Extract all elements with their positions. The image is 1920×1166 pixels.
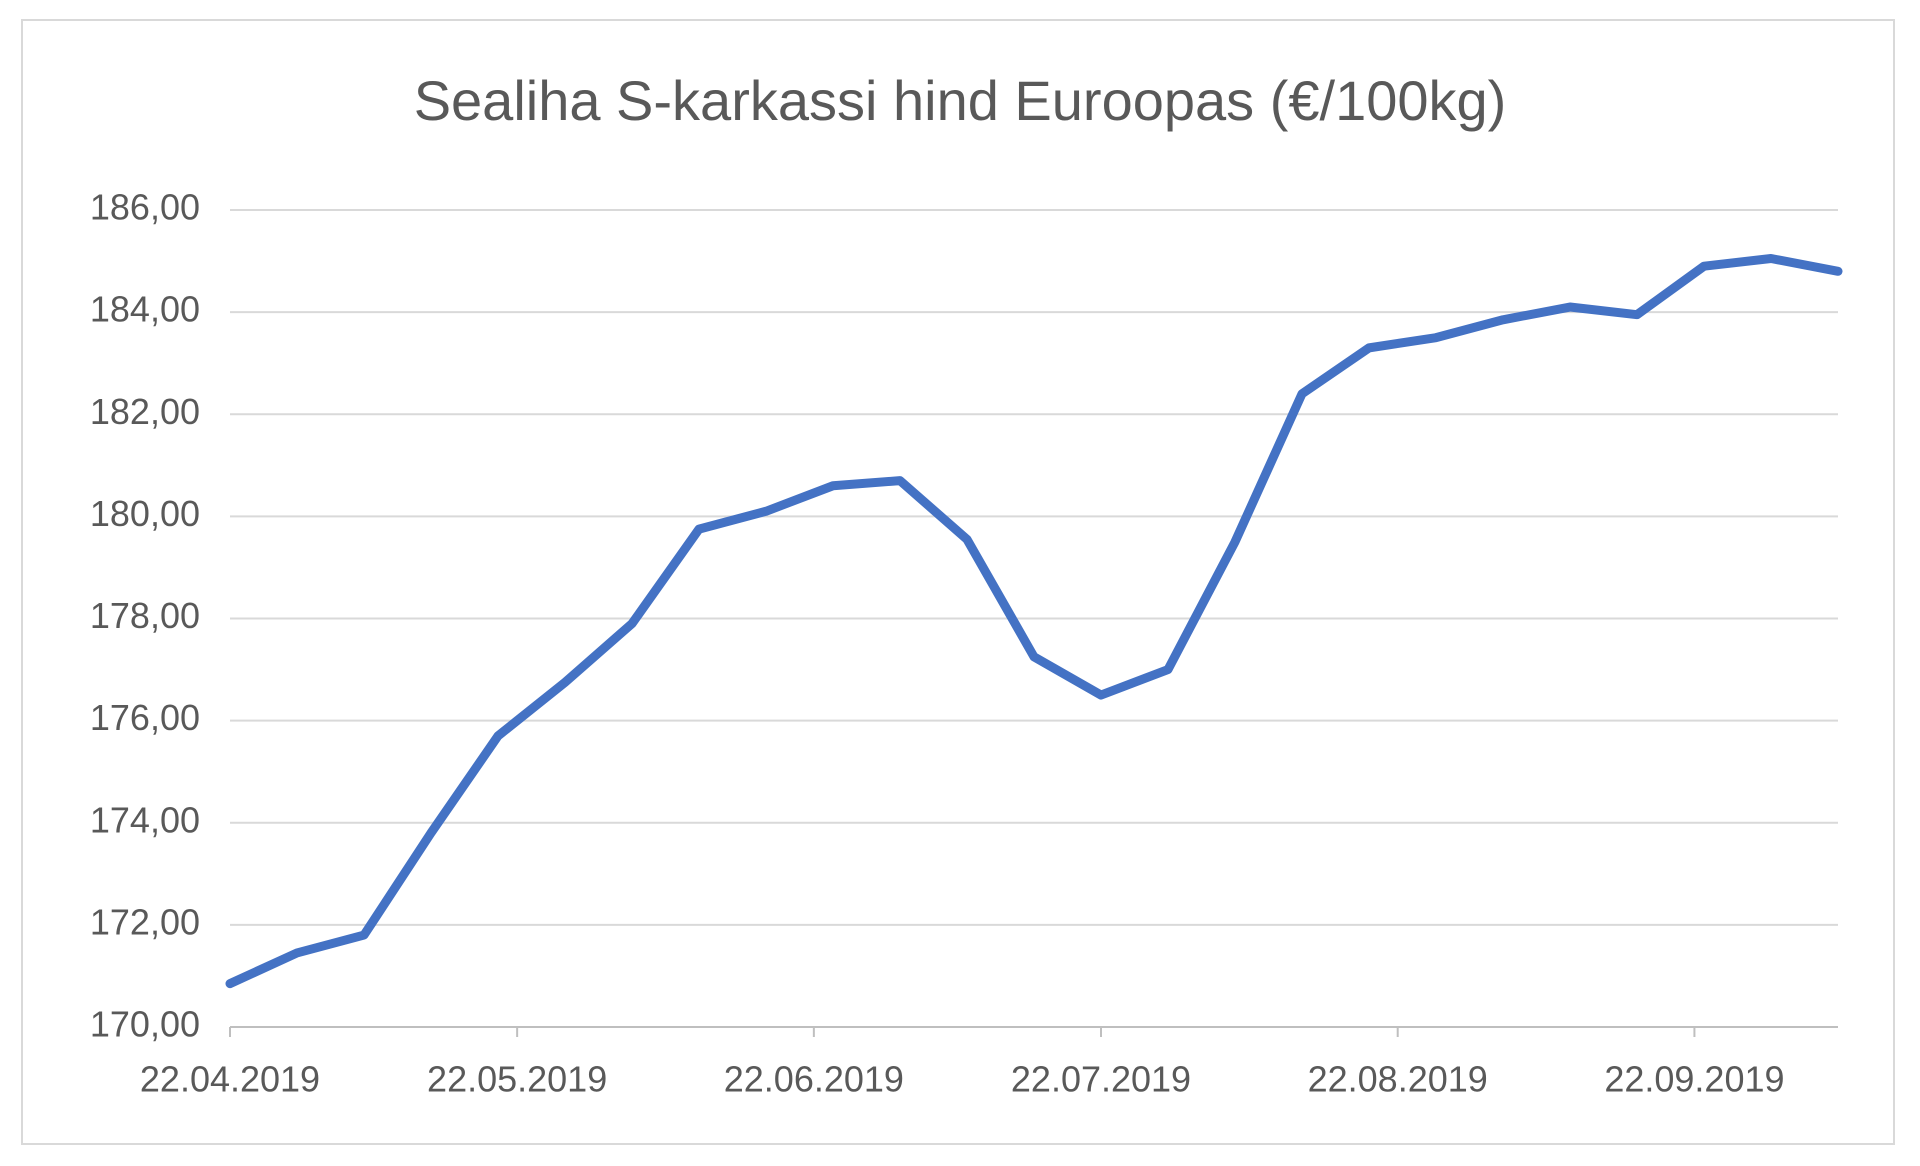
y-tick-label: 172,00 xyxy=(90,901,200,942)
y-tick-label: 184,00 xyxy=(90,289,200,330)
y-tick-label: 186,00 xyxy=(90,187,200,228)
y-tick-label: 178,00 xyxy=(90,595,200,636)
x-tick-label: 22.06.2019 xyxy=(724,1059,904,1100)
chart-title: Sealiha S-karkassi hind Euroopas (€/100k… xyxy=(414,69,1507,132)
x-tick-label: 22.09.2019 xyxy=(1604,1059,1784,1100)
x-tick-label: 22.07.2019 xyxy=(1011,1059,1191,1100)
x-tick-label: 22.08.2019 xyxy=(1308,1059,1488,1100)
y-tick-label: 180,00 xyxy=(90,493,200,534)
x-tick-label: 22.05.2019 xyxy=(427,1059,607,1100)
x-tick-label: 22.04.2019 xyxy=(140,1059,320,1100)
y-tick-label: 170,00 xyxy=(90,1004,200,1045)
chart-frame xyxy=(21,19,1895,1145)
line-series xyxy=(225,254,1843,989)
y-tick-label: 182,00 xyxy=(90,391,200,432)
y-tick-label: 174,00 xyxy=(90,799,200,840)
y-tick-label: 176,00 xyxy=(90,697,200,738)
